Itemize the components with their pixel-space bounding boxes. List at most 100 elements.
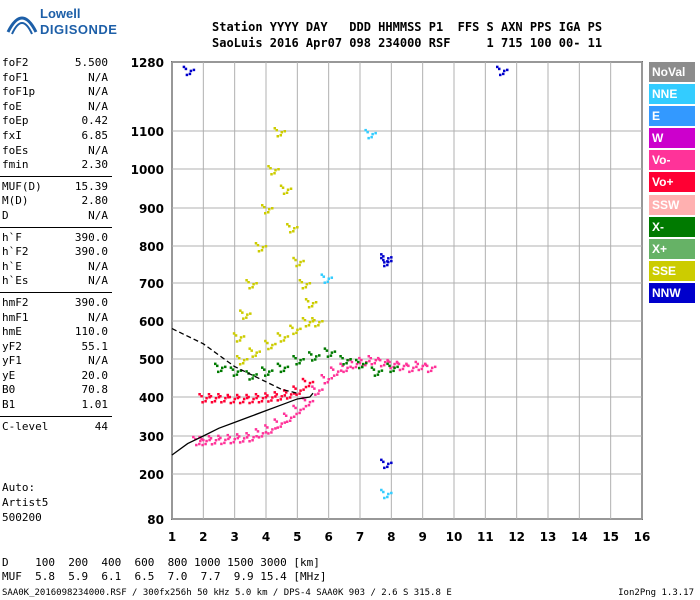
data-point (382, 490, 385, 494)
param-row: foEp 0.42 (0, 114, 112, 129)
x-tick-label: 2 (199, 530, 207, 544)
data-point (308, 400, 312, 404)
data-point (496, 65, 499, 69)
data-point (274, 395, 277, 398)
data-point (271, 428, 274, 431)
data-point (372, 368, 376, 371)
data-point (370, 135, 373, 139)
data-point (251, 377, 254, 380)
param-row: B0 70.8 (0, 383, 112, 398)
x-tick-label: 7 (356, 530, 364, 544)
data-point (320, 374, 324, 377)
data-point (300, 281, 304, 284)
data-point (195, 443, 198, 447)
data-point (205, 397, 208, 400)
data-point (234, 334, 238, 337)
data-point (364, 363, 367, 367)
data-point (228, 435, 232, 439)
data-point (398, 368, 402, 372)
data-point (433, 365, 437, 369)
data-point (242, 397, 246, 401)
data-point (310, 305, 314, 308)
data-point (285, 420, 289, 423)
data-point (302, 388, 305, 391)
param-value: 0.42 (81, 114, 109, 128)
data-point (302, 259, 305, 263)
data-point (279, 340, 283, 343)
data-point (238, 441, 242, 444)
data-point (224, 397, 227, 400)
param-name: yF2 (2, 339, 22, 353)
data-point (286, 335, 290, 338)
param-row: hmF1 N/A (0, 311, 112, 326)
data-point (241, 311, 244, 314)
data-point (235, 433, 239, 436)
data-point (426, 370, 430, 374)
data-point (330, 377, 334, 380)
x-tick-label: 12 (508, 530, 525, 544)
data-point (235, 393, 239, 397)
param-row: foF2 5.500 (0, 56, 112, 71)
data-point (373, 362, 377, 365)
data-point (275, 420, 279, 423)
data-point (257, 250, 261, 253)
x-tick-label: 6 (324, 530, 332, 544)
data-point (200, 395, 203, 398)
data-point (189, 69, 193, 73)
param-name: fmin (2, 158, 29, 172)
data-point (236, 370, 240, 373)
param-name: hmF2 (2, 295, 29, 309)
data-point (245, 393, 248, 397)
param-value: 2.80 (81, 194, 109, 208)
data-point (380, 369, 384, 372)
data-point (239, 336, 243, 339)
data-point (506, 68, 509, 72)
y-tick-label: 300 (139, 430, 164, 444)
data-point (245, 436, 249, 439)
y-tick-label: 500 (139, 353, 164, 367)
data-point (349, 365, 352, 369)
data-point (267, 373, 270, 376)
data-point (299, 408, 302, 412)
param-value: 70.8 (81, 383, 109, 397)
data-point (417, 368, 421, 372)
data-point (217, 370, 220, 374)
param-value: N/A (88, 70, 108, 84)
data-point (299, 327, 302, 331)
y-tick-label: 900 (139, 202, 164, 216)
data-point (370, 363, 374, 366)
data-point (219, 395, 222, 398)
data-point (239, 309, 242, 312)
param-value: N/A (88, 208, 108, 222)
data-point (251, 355, 254, 358)
param-value: N/A (88, 354, 108, 368)
data-point (327, 277, 331, 280)
data-point (382, 460, 385, 464)
data-point (322, 376, 326, 379)
data-point (298, 392, 301, 395)
data-point (231, 368, 235, 371)
data-point (386, 362, 389, 366)
data-point (267, 211, 270, 214)
param-value: 110.0 (74, 325, 108, 339)
data-point (282, 192, 286, 195)
data-point (295, 331, 298, 335)
data-point (283, 421, 287, 424)
data-point (387, 462, 390, 466)
data-point (220, 369, 223, 373)
param-name: foEs (2, 143, 29, 157)
data-point (392, 369, 395, 373)
data-point (339, 362, 342, 366)
data-point (281, 186, 285, 189)
data-point (294, 406, 297, 410)
data-point (311, 385, 314, 388)
data-point (238, 401, 242, 405)
data-point (339, 369, 343, 372)
data-point (414, 360, 418, 364)
data-point (268, 208, 271, 211)
data-point (199, 439, 202, 443)
data-point (304, 325, 308, 328)
data-point (217, 438, 221, 441)
data-point (314, 358, 317, 361)
data-point (233, 437, 237, 441)
